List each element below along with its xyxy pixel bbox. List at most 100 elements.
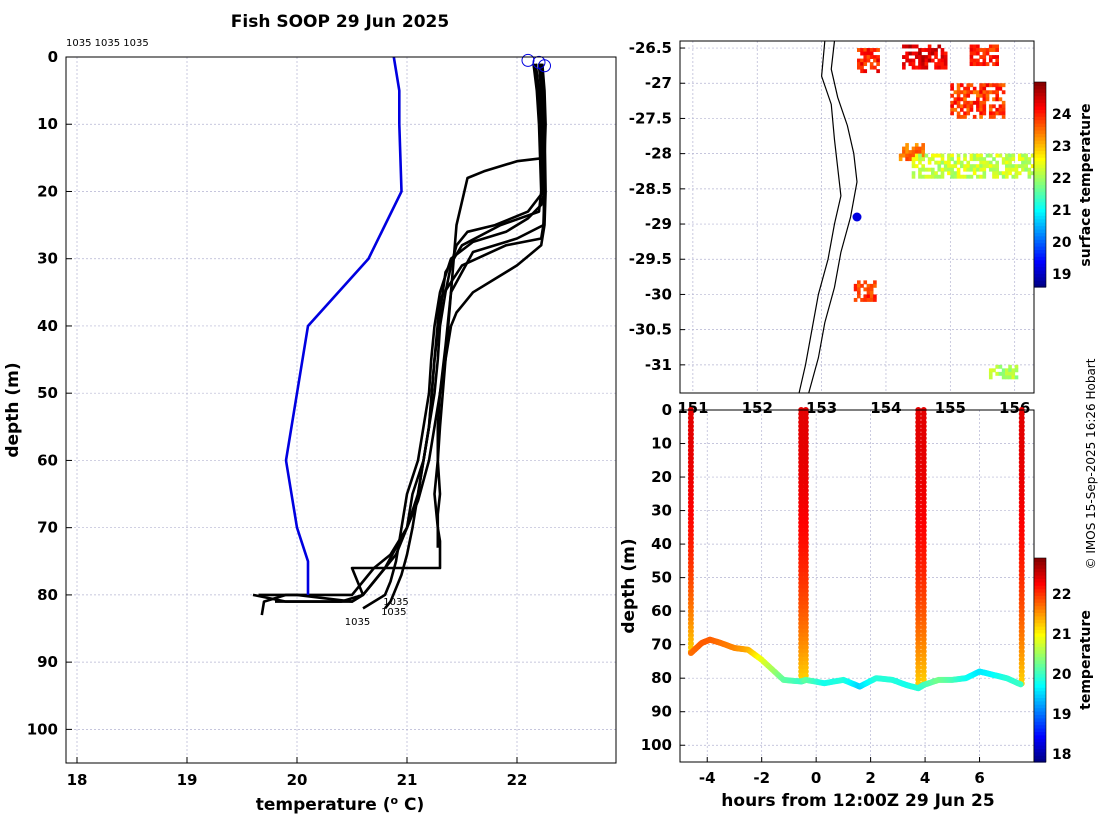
- sst-cell: [992, 44, 996, 49]
- sst-cell: [869, 290, 874, 295]
- sst-cell: [956, 157, 961, 162]
- sst-cell: [1005, 171, 1009, 176]
- sst-cell: [908, 44, 913, 49]
- sst-cell: [1011, 167, 1016, 172]
- map-lon-tick-label: 152: [742, 399, 773, 417]
- sst-cell: [931, 157, 935, 162]
- sst-cell: [940, 157, 945, 162]
- colorbar-segment: [1034, 649, 1046, 654]
- sst-cell: [995, 62, 999, 67]
- colorbar-segment: [1034, 660, 1046, 664]
- sst-cell: [995, 58, 999, 63]
- sst-cell: [911, 171, 916, 176]
- sst-cell: [956, 97, 961, 102]
- sst-cell: [876, 48, 880, 52]
- sst-cell: [863, 58, 868, 63]
- colorbar-segment: [1034, 755, 1046, 760]
- sst-cell: [963, 104, 967, 109]
- sst-cell: [982, 97, 987, 102]
- colorbar-segment: [1034, 157, 1046, 162]
- sst-cell: [918, 153, 922, 158]
- sst-cell: [860, 58, 864, 63]
- sst-cell: [1024, 167, 1028, 172]
- sst-cell: [998, 111, 1003, 116]
- sst-cell: [995, 171, 999, 176]
- colorbar-segment: [1034, 745, 1046, 749]
- sst-cell: [966, 90, 971, 95]
- sst-cell: [914, 51, 919, 56]
- x-tick-label: 21: [397, 771, 418, 789]
- sst-cell: [1011, 375, 1016, 380]
- sst-cell: [911, 58, 916, 63]
- colorbar-segment: [1034, 283, 1046, 288]
- colorbar-segment: [1034, 717, 1046, 722]
- sst-cell: [1021, 160, 1025, 165]
- time-depth-gridlines: [680, 409, 1034, 762]
- colorbar-segment: [1034, 269, 1046, 274]
- sst-cell: [947, 160, 951, 165]
- colorbar-segment: [1034, 564, 1046, 569]
- colorbar-segment: [1034, 239, 1046, 244]
- colorbar-segment: [1034, 228, 1046, 233]
- sst-cell: [940, 58, 945, 63]
- td-y-tick-label: 50: [651, 569, 672, 587]
- sst-cell: [985, 93, 990, 98]
- sst-cell: [979, 55, 983, 59]
- sst-cell: [982, 55, 987, 59]
- sst-cell: [911, 153, 916, 158]
- sst-cell: [863, 297, 868, 302]
- sst-cell: [869, 51, 874, 56]
- sst-cell: [934, 51, 938, 56]
- profile-line: [362, 63, 546, 610]
- sst-cell: [998, 153, 1003, 158]
- sst-cell: [937, 153, 942, 158]
- sst-cell: [988, 104, 993, 109]
- sst-cell: [959, 97, 964, 102]
- map-lon-tick-label: 156: [999, 399, 1030, 417]
- td-x-tick-label: 4: [920, 769, 930, 787]
- colorbar-segment: [1034, 615, 1046, 620]
- sst-cell: [998, 86, 1003, 91]
- sst-cell: [940, 51, 945, 56]
- sst-cell: [1001, 371, 1006, 376]
- sst-cell: [953, 164, 958, 169]
- colorbar-segment: [1034, 194, 1046, 199]
- sst-cell: [953, 90, 958, 95]
- sst-cell: [873, 55, 877, 59]
- sst-cell: [963, 97, 967, 102]
- colorbar-segment: [1034, 673, 1046, 678]
- sst-cell: [898, 157, 903, 162]
- td-y-tick-label: 100: [641, 736, 672, 754]
- colorbar-segment: [1034, 150, 1046, 155]
- sst-cell: [963, 100, 967, 105]
- colorbar-segment: [1034, 177, 1046, 182]
- sst-cell: [969, 164, 974, 169]
- colorbar-segment: [1034, 575, 1046, 579]
- sst-cell: [950, 171, 954, 176]
- sst-cell: [988, 160, 993, 165]
- sst-cell: [979, 153, 983, 158]
- sst-cell: [1027, 157, 1032, 162]
- colorbar-segment: [1034, 263, 1046, 268]
- sst-cell: [1001, 157, 1006, 162]
- colorbar-segment: [1034, 724, 1046, 729]
- profile-line: [383, 63, 546, 610]
- sst-cell: [950, 100, 954, 105]
- sst-cell: [927, 48, 932, 52]
- sst-cell: [995, 164, 999, 169]
- sst-cell: [914, 150, 919, 155]
- sst-cell: [1001, 107, 1006, 112]
- sst-cell: [914, 65, 919, 70]
- colorbar-segment: [1034, 677, 1046, 681]
- sst-cell: [940, 55, 945, 59]
- x-tick-label: 19: [177, 771, 198, 789]
- sst-cell: [924, 48, 929, 52]
- sst-cell: [1024, 153, 1028, 158]
- sst-cell: [1005, 371, 1009, 376]
- sst-cell: [853, 287, 858, 292]
- sst-cell: [914, 153, 919, 158]
- sst-cell: [1024, 157, 1028, 162]
- sst-cell: [982, 107, 987, 112]
